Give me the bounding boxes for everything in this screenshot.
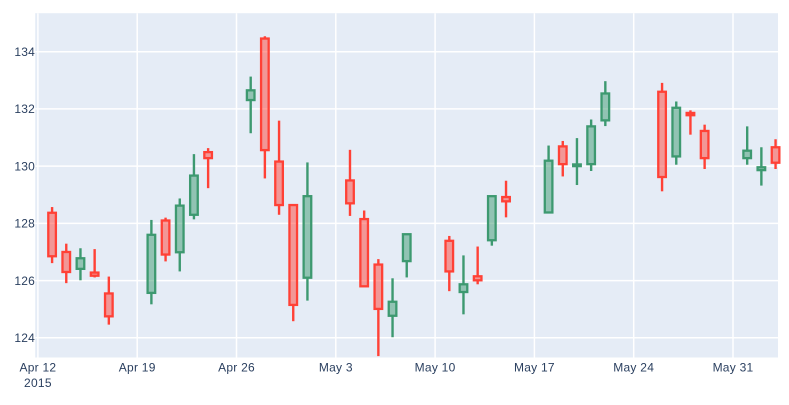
- svg-text:128: 128: [14, 217, 35, 231]
- svg-text:124: 124: [14, 331, 35, 345]
- svg-text:134: 134: [14, 45, 35, 59]
- svg-text:May 3: May 3: [319, 360, 353, 374]
- svg-text:May 17: May 17: [514, 360, 555, 374]
- svg-text:2015: 2015: [24, 376, 52, 390]
- svg-text:Apr 12: Apr 12: [19, 360, 56, 374]
- svg-text:Apr 19: Apr 19: [119, 360, 156, 374]
- svg-text:130: 130: [14, 159, 35, 173]
- svg-text:May 24: May 24: [613, 360, 654, 374]
- svg-text:126: 126: [14, 274, 35, 288]
- svg-text:May 10: May 10: [415, 360, 456, 374]
- svg-text:May 31: May 31: [713, 360, 754, 374]
- svg-text:132: 132: [14, 102, 35, 116]
- svg-text:Apr 26: Apr 26: [218, 360, 255, 374]
